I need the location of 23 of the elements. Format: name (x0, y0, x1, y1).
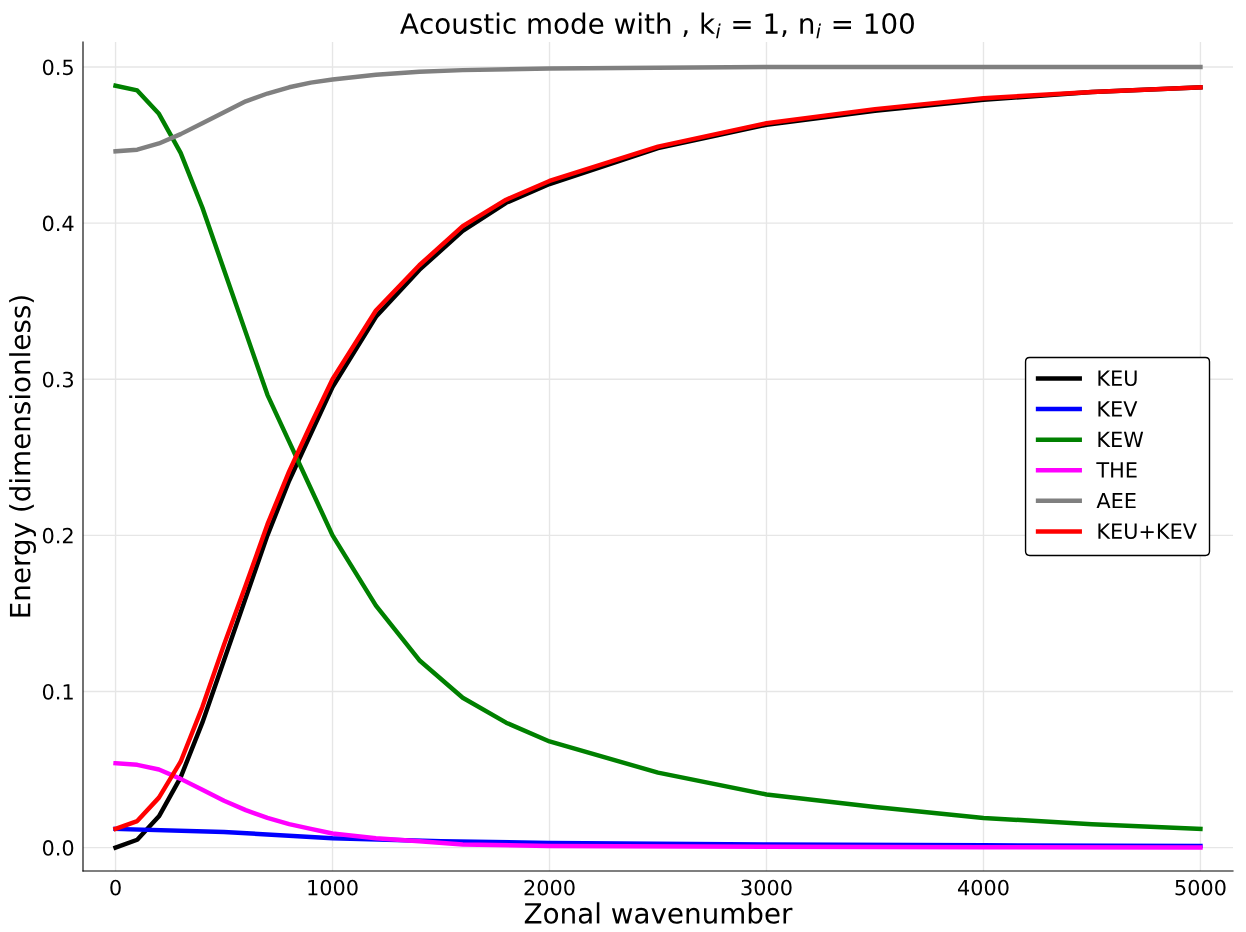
y-tick-label: 0.1 (42, 683, 73, 700)
legend-label: THE (1096, 462, 1137, 478)
y-axis-title: Energy (dimensionless) (9, 296, 36, 617)
line-series (113, 64, 1203, 154)
line-series (113, 761, 1203, 850)
legend-label: KEV (1098, 401, 1138, 417)
x-tick-label: 5000 (1175, 879, 1226, 896)
x-axis-title: Zonal wavenumber (524, 902, 793, 924)
x-tick-label: 1000 (308, 879, 358, 896)
y-tick-label: 0.5 (42, 59, 73, 76)
y-tick-label: 0.2 (42, 527, 73, 544)
x-tick-label: 3000 (741, 879, 792, 896)
y-tick-label: 0.4 (42, 215, 74, 232)
chart-title: Acoustic mode with , k$_{i}$ = 1, n$_{i}$ = 100 (400, 12, 914, 39)
legend-label: KEU+KEV (1098, 523, 1197, 539)
legend-label: AEE (1096, 492, 1136, 509)
x-tick-label: 2000 (524, 879, 575, 896)
x-tick-label: 4000 (957, 879, 1009, 896)
x-tick-label: 0 (110, 879, 121, 896)
y-tick-label: 0.3 (42, 371, 73, 388)
legend-label: KEU (1098, 370, 1137, 387)
y-tick-label: 0.0 (42, 840, 74, 856)
legend-label: KEW (1098, 431, 1144, 447)
